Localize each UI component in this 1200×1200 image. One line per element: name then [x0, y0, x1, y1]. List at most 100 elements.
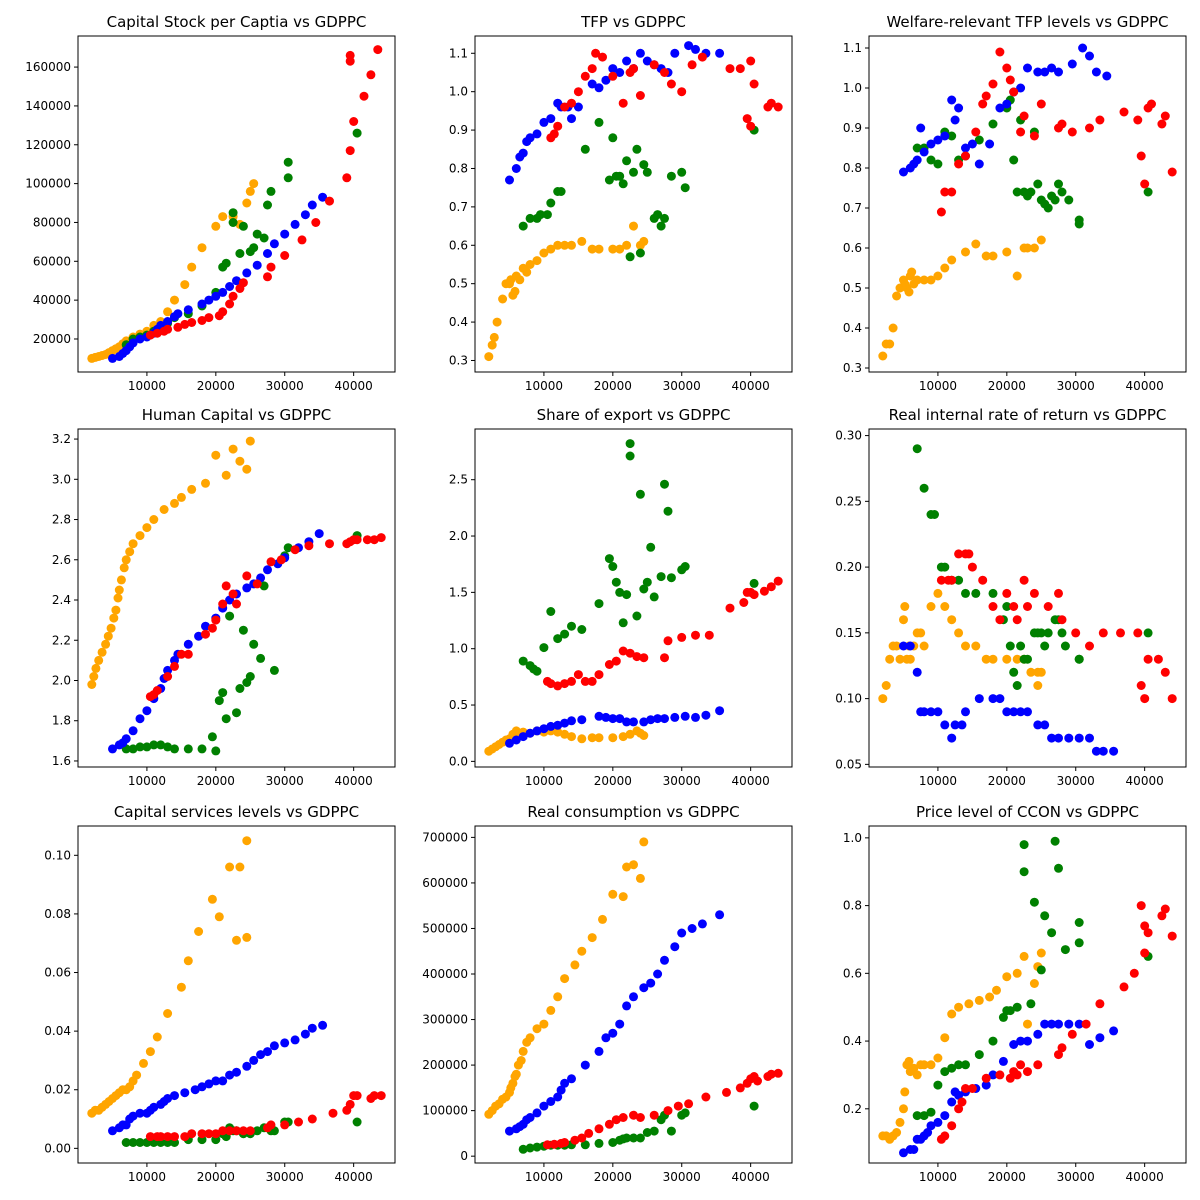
data-point — [314, 529, 324, 539]
data-point — [611, 656, 621, 666]
data-point — [926, 1060, 936, 1070]
data-point — [1029, 243, 1039, 253]
data-point — [622, 56, 632, 66]
data-point — [608, 1138, 618, 1147]
data-point — [749, 578, 759, 588]
data-point — [283, 543, 293, 553]
data-point — [149, 1102, 159, 1112]
data-point — [947, 1009, 957, 1019]
data-point — [1119, 107, 1129, 117]
data-point — [135, 1108, 145, 1118]
series-4 — [145, 1091, 386, 1142]
y-tick-label: 120000 — [25, 138, 71, 152]
data-point — [252, 229, 262, 239]
data-point — [1095, 1033, 1105, 1043]
data-point — [259, 581, 269, 591]
chart-title: Capital services levels vs GDPPC — [114, 803, 359, 821]
data-point — [677, 87, 687, 97]
data-point — [232, 276, 241, 286]
data-point — [263, 200, 272, 210]
data-point — [691, 44, 700, 54]
data-point — [978, 99, 988, 109]
data-point — [1029, 588, 1039, 598]
data-point — [646, 978, 656, 988]
data-point — [905, 641, 915, 651]
data-point — [359, 91, 369, 101]
x-tick-label: 20000 — [197, 1170, 235, 1184]
data-point — [1078, 43, 1088, 53]
data-point — [549, 129, 559, 139]
data-point — [510, 286, 520, 296]
data-point — [930, 510, 939, 519]
data-point — [128, 726, 138, 736]
y-tick-label: 0.05 — [835, 757, 862, 771]
data-point — [197, 316, 207, 325]
data-point — [1057, 1043, 1067, 1053]
data-point — [615, 714, 625, 724]
data-point — [670, 712, 680, 722]
data-point — [556, 1085, 566, 1095]
data-point — [954, 1104, 964, 1114]
data-point — [549, 1139, 559, 1149]
data-point — [221, 470, 231, 480]
chart-panel-9: Price level of CCON vs GDPPC 10000 20000 30… — [843, 803, 1187, 1184]
data-point — [625, 439, 635, 449]
data-point — [560, 718, 570, 728]
data-point — [225, 611, 235, 621]
data-point — [954, 159, 964, 169]
data-point — [622, 240, 632, 250]
data-point — [735, 1083, 745, 1093]
data-point — [995, 1070, 1005, 1080]
data-point — [106, 623, 116, 633]
data-point — [280, 1038, 290, 1048]
data-point — [594, 1046, 604, 1056]
y-tick-label: 0.2 — [843, 1102, 862, 1116]
data-point — [525, 1143, 535, 1153]
data-point — [511, 1069, 521, 1079]
data-point — [974, 135, 984, 145]
data-point — [573, 102, 583, 112]
data-point — [677, 928, 687, 938]
data-point — [266, 1120, 276, 1130]
data-point — [954, 1002, 964, 1012]
data-point — [998, 1056, 1008, 1066]
y-tick-label: 600000 — [422, 876, 468, 890]
data-point — [981, 251, 991, 261]
series-1 — [87, 179, 259, 363]
data-point — [961, 247, 970, 257]
data-point — [1085, 51, 1094, 61]
data-point — [618, 646, 628, 656]
data-point — [345, 50, 355, 60]
data-point — [904, 287, 914, 297]
data-point — [635, 91, 645, 100]
data-point — [214, 912, 224, 922]
data-point — [376, 533, 386, 543]
data-point — [1157, 119, 1167, 129]
data-point — [553, 1092, 563, 1102]
data-point — [242, 1061, 252, 1071]
data-point — [1019, 111, 1029, 121]
data-point — [1167, 167, 1177, 177]
data-point — [1119, 982, 1129, 992]
data-point — [1054, 67, 1063, 77]
data-point — [608, 64, 618, 74]
data-point — [211, 615, 221, 625]
data-point — [988, 654, 998, 664]
data-point — [919, 1060, 929, 1070]
data-point — [1074, 215, 1084, 225]
data-point — [259, 233, 269, 243]
data-point — [121, 734, 131, 744]
data-point — [933, 707, 943, 717]
data-point — [532, 1108, 542, 1118]
data-point — [961, 588, 970, 598]
data-point — [525, 1113, 535, 1122]
data-point — [539, 724, 549, 734]
data-point — [766, 582, 776, 592]
data-point — [950, 115, 960, 125]
data-point — [207, 894, 217, 904]
data-point — [642, 167, 652, 177]
data-point — [505, 1126, 514, 1136]
data-point — [256, 1050, 266, 1060]
data-point — [632, 144, 642, 154]
data-point — [1074, 733, 1084, 743]
